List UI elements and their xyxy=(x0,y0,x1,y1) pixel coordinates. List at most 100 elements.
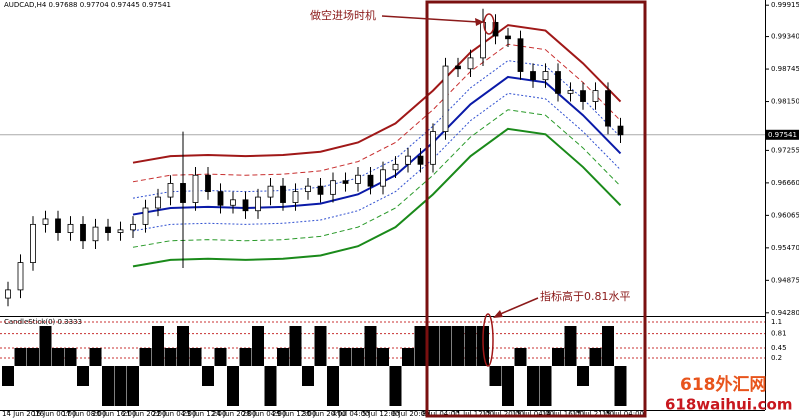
last-price-box xyxy=(766,129,799,140)
indicator-bar xyxy=(364,326,377,366)
candle-body xyxy=(255,196,261,212)
indicator-bar xyxy=(264,366,277,406)
indicator-bar xyxy=(77,366,89,386)
candle-body xyxy=(405,155,411,165)
candle-body xyxy=(230,199,236,206)
indicator-bar xyxy=(564,326,577,366)
x-tick-label: 19 Jul 04:00 xyxy=(602,410,644,418)
indicator-bar xyxy=(539,366,552,406)
arrow-head xyxy=(493,310,503,318)
candle-body xyxy=(330,180,336,195)
arrow xyxy=(497,297,539,316)
highlight-box xyxy=(425,0,647,418)
band-line xyxy=(132,43,621,183)
indicator-bar xyxy=(252,326,264,366)
candle-body xyxy=(367,174,374,187)
candle-body xyxy=(105,226,111,233)
x-tick-label: 17 Jul 21:00 xyxy=(572,410,614,418)
band-line xyxy=(132,109,621,248)
x-tick-label: 23 Jun 12:00 xyxy=(182,410,226,418)
x-tick-label: 13 Jul 04:00 xyxy=(512,410,554,418)
indicator-bar xyxy=(102,366,114,406)
x-tick-label: 12 Jul 20:00 xyxy=(482,410,524,418)
annotation: 指标高于0.81水平 xyxy=(540,289,631,303)
indicator-bar xyxy=(352,348,364,366)
indicator-bar xyxy=(214,348,227,366)
watermark: 618waihui.com xyxy=(665,396,792,414)
y-tick-label: 0.97255 xyxy=(771,146,799,154)
candle-body xyxy=(242,199,249,212)
y-tick-label: 0.99340 xyxy=(771,33,799,41)
candle-body xyxy=(430,131,436,165)
arrow-head xyxy=(475,18,484,26)
indicator-bar xyxy=(27,348,39,366)
indicator-bar xyxy=(452,326,464,366)
y-tick-label: 0.96660 xyxy=(771,179,799,187)
band-line xyxy=(132,60,621,199)
indicator-bar xyxy=(152,326,164,366)
candle-body xyxy=(455,65,461,70)
x-tick-label: 17 Jun 08:00 xyxy=(62,410,106,418)
candle-body xyxy=(305,185,311,193)
indicator-bar xyxy=(314,326,327,366)
candle-body xyxy=(17,262,24,291)
y-tick-label: 0.94280 xyxy=(771,309,799,317)
candle-body xyxy=(142,207,149,225)
last-price-label: 0.97541 xyxy=(768,131,797,139)
band-line xyxy=(132,92,621,232)
x-tick-label: 5 Jul 12:00 xyxy=(362,410,400,418)
candle-body xyxy=(505,35,511,40)
indicator-bar xyxy=(614,366,627,406)
indicator-bar xyxy=(202,366,214,386)
x-tick-label: 22 Jun 04:00 xyxy=(152,410,196,418)
candle-body xyxy=(467,57,474,70)
indicator-bar xyxy=(289,326,302,366)
annotation: 做空进场时机 xyxy=(310,8,376,22)
indicator-bar xyxy=(464,326,477,366)
x-tick-label: 21 Jun 20:00 xyxy=(122,410,166,418)
indicator-bar xyxy=(64,348,77,366)
y-tick-label: 0.96065 xyxy=(771,211,799,219)
candle-body xyxy=(167,183,174,198)
indicator-bar xyxy=(227,366,239,406)
level-label: 0.2 xyxy=(771,354,782,362)
arrow xyxy=(381,15,479,23)
indicator-bar xyxy=(189,348,202,366)
candle-body xyxy=(217,191,224,206)
indicator-bar xyxy=(589,348,602,366)
indicator-bar xyxy=(89,348,102,366)
candle-body xyxy=(30,223,36,263)
candle-body xyxy=(392,163,399,171)
band-line xyxy=(132,24,622,164)
indicator-bar xyxy=(389,366,402,406)
indicator-title: CandleStick(0) 0.3333 xyxy=(4,318,82,326)
chart-title: AUDCAD,H4 0.97688 0.97704 0.97445 0.9754… xyxy=(4,1,171,9)
indicator-bar xyxy=(14,348,27,366)
candle-body xyxy=(342,180,349,184)
candle-body xyxy=(517,38,524,72)
candle-body xyxy=(355,174,361,184)
y-tick-label: 0.94875 xyxy=(771,276,799,284)
indicator-bar xyxy=(39,326,52,366)
x-tick-label: 20 Jun 16:00 xyxy=(92,410,136,418)
candle-body xyxy=(155,196,161,209)
indicator-bar xyxy=(139,348,152,366)
candle-body xyxy=(280,185,286,203)
candle-body xyxy=(292,191,299,203)
indicator-bar xyxy=(164,348,177,366)
highlight-ellipse xyxy=(482,313,494,367)
x-tick-label: 4 Jul 04:00 xyxy=(332,410,370,418)
candle-body xyxy=(192,174,199,203)
indicator-bar xyxy=(602,326,614,366)
level-label: 0.81 xyxy=(771,330,787,338)
x-tick-label: 16 Jun 00:00 xyxy=(32,410,76,418)
band-line xyxy=(132,127,622,268)
y-tick-label: 0.98745 xyxy=(771,65,799,73)
y-tick-label: 0.95470 xyxy=(771,244,799,252)
x-tick-label: 11 Jul 12:00 xyxy=(452,410,494,418)
candle-body xyxy=(530,71,536,81)
candle-body xyxy=(180,183,186,203)
indicator-bar xyxy=(239,348,252,366)
highlight-ellipse xyxy=(483,13,495,35)
